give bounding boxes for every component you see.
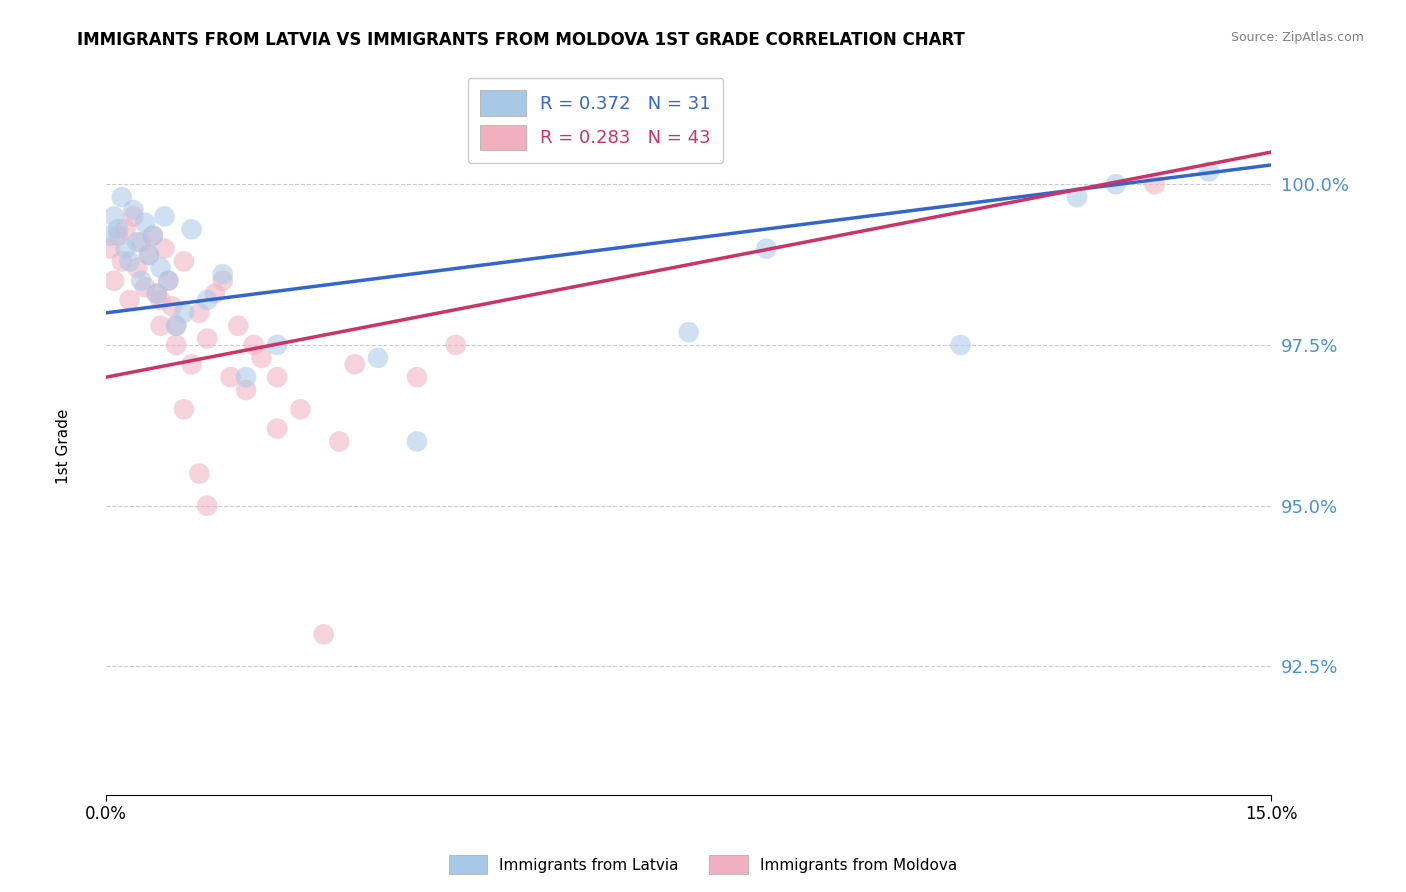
Point [118,293,141,307]
Point [949,338,972,352]
Text: Source: ZipAtlas.com: Source: ZipAtlas.com [1230,31,1364,45]
Point [312,627,335,641]
Point [114,242,136,256]
Point [138,248,160,262]
Point [204,286,226,301]
Point [134,280,156,294]
Point [188,467,211,481]
Point [328,434,350,449]
Point [367,351,389,365]
Point [157,274,180,288]
Point [678,325,700,339]
Point [1198,164,1220,178]
Point [153,242,176,256]
Point [142,228,165,243]
Point [235,370,257,384]
Point [122,210,145,224]
Point [444,338,467,352]
Point [153,210,176,224]
Point [129,274,152,288]
Point [149,318,172,333]
Point [173,306,195,320]
Point [755,242,778,256]
Point [165,318,187,333]
Point [243,338,266,352]
Point [145,286,167,301]
Point [173,254,195,268]
Point [1105,178,1128,192]
Point [250,351,273,365]
Point [211,267,233,281]
Point [343,357,366,371]
Point [165,318,187,333]
Point [127,260,149,275]
Point [142,228,165,243]
Point [145,286,167,301]
Point [165,338,187,352]
Point [122,202,145,217]
Point [114,222,136,236]
Point [162,300,184,314]
Point [211,274,233,288]
Point [118,254,141,268]
Point [180,357,202,371]
Point [149,260,172,275]
Point [195,499,218,513]
Point [219,370,242,384]
Point [98,242,121,256]
Point [405,370,427,384]
Point [149,293,172,307]
Text: 1st Grade: 1st Grade [56,409,70,483]
Point [195,293,218,307]
Legend: R = 0.372   N = 31, R = 0.283   N = 43: R = 0.372 N = 31, R = 0.283 N = 43 [468,78,723,163]
Point [173,402,195,417]
Point [290,402,312,417]
Point [127,235,149,249]
Point [134,216,156,230]
Point [107,222,129,236]
Point [226,318,249,333]
Point [129,235,152,249]
Legend: Immigrants from Latvia, Immigrants from Moldova: Immigrants from Latvia, Immigrants from … [443,849,963,880]
Point [266,338,288,352]
Point [111,254,134,268]
Point [111,190,134,204]
Point [98,228,121,243]
Point [180,222,202,236]
Point [1143,178,1166,192]
Point [405,434,427,449]
Point [103,274,125,288]
Point [235,383,257,397]
Text: IMMIGRANTS FROM LATVIA VS IMMIGRANTS FROM MOLDOVA 1ST GRADE CORRELATION CHART: IMMIGRANTS FROM LATVIA VS IMMIGRANTS FRO… [77,31,965,49]
Point [266,370,288,384]
Point [1066,190,1088,204]
Point [157,274,180,288]
Point [138,248,160,262]
Point [266,421,288,435]
Point [195,332,218,346]
Point [103,210,125,224]
Point [107,228,129,243]
Point [188,306,211,320]
